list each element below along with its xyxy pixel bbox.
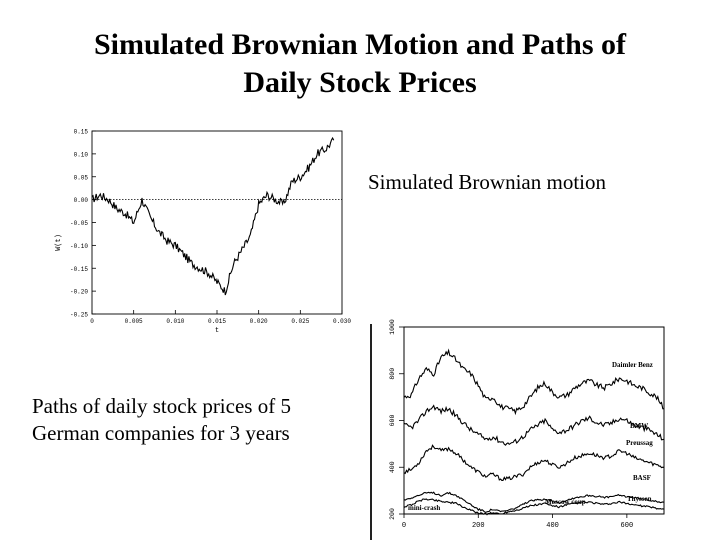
slide-title-line2: Daily Stock Prices — [243, 66, 477, 99]
y-tick-label: 0.15 — [74, 129, 89, 136]
x-tick-label: 600 — [621, 522, 634, 530]
y-tick-label: 1000 — [389, 319, 396, 335]
series-line-preussag — [403, 444, 665, 481]
x-tick-label: 0.020 — [250, 318, 268, 325]
y-tick-label: -0.25 — [70, 312, 88, 319]
y-tick-label: 0.05 — [74, 174, 89, 181]
slide-title: Simulated Brownian Motion and Paths of D… — [0, 26, 720, 102]
y-tick-label: -0.15 — [70, 266, 88, 273]
y-tick-label: 800 — [389, 368, 396, 380]
series-label-daimler-benz: Daimler Benz — [612, 361, 653, 369]
series-line-daimler-benz — [403, 348, 665, 416]
stock-caption-line1: Paths of daily stock prices of 5 — [32, 394, 291, 418]
annotation-moscow-coup: Moscow coup — [545, 498, 586, 506]
y-axis-label: W(t) — [55, 234, 63, 251]
series-label-thyssen: Thyssen — [627, 495, 652, 503]
y-tick-label: -0.20 — [70, 289, 88, 296]
y-tick-label: -0.05 — [70, 220, 88, 227]
y-tick-label: 0.10 — [74, 151, 89, 158]
slide-title-line1: Simulated Brownian Motion and Paths of — [93, 28, 627, 61]
y-tick-label: 0.00 — [74, 197, 89, 204]
x-tick-label: 400 — [546, 522, 559, 530]
brownian-path-line — [91, 136, 335, 296]
x-tick-label: 0 — [402, 522, 406, 530]
stock-caption-line2: German companies for 3 years — [32, 421, 290, 445]
x-tick-label: 0.015 — [208, 318, 226, 325]
series-line-bmw — [403, 404, 665, 446]
x-tick-label: 0.030 — [333, 318, 351, 325]
y-tick-label: 200 — [389, 508, 396, 520]
series-label-preussag: Preussag — [626, 439, 653, 447]
series-label-basf: BASF — [633, 474, 651, 482]
x-axis-label: t — [215, 327, 219, 335]
y-tick-label: -0.10 — [70, 243, 88, 250]
series-line-thyssen — [403, 498, 665, 516]
series-line-basf — [403, 491, 665, 514]
y-tick-label: 600 — [389, 415, 396, 427]
series-label-bmw: BMW — [630, 422, 648, 430]
brownian-motion-caption: Simulated Brownian motion — [368, 170, 606, 194]
x-tick-label: 0.005 — [125, 318, 143, 325]
x-tick-label: 0 — [90, 318, 94, 325]
y-tick-label: 400 — [389, 461, 396, 473]
annotation-mini-crash: mini-crash — [408, 504, 440, 512]
x-tick-label: 200 — [472, 522, 485, 530]
x-tick-label: 0.010 — [166, 318, 184, 325]
stock-prices-caption: Paths of daily stock prices of 5 German … — [32, 393, 291, 447]
x-tick-label: 0.025 — [291, 318, 309, 325]
